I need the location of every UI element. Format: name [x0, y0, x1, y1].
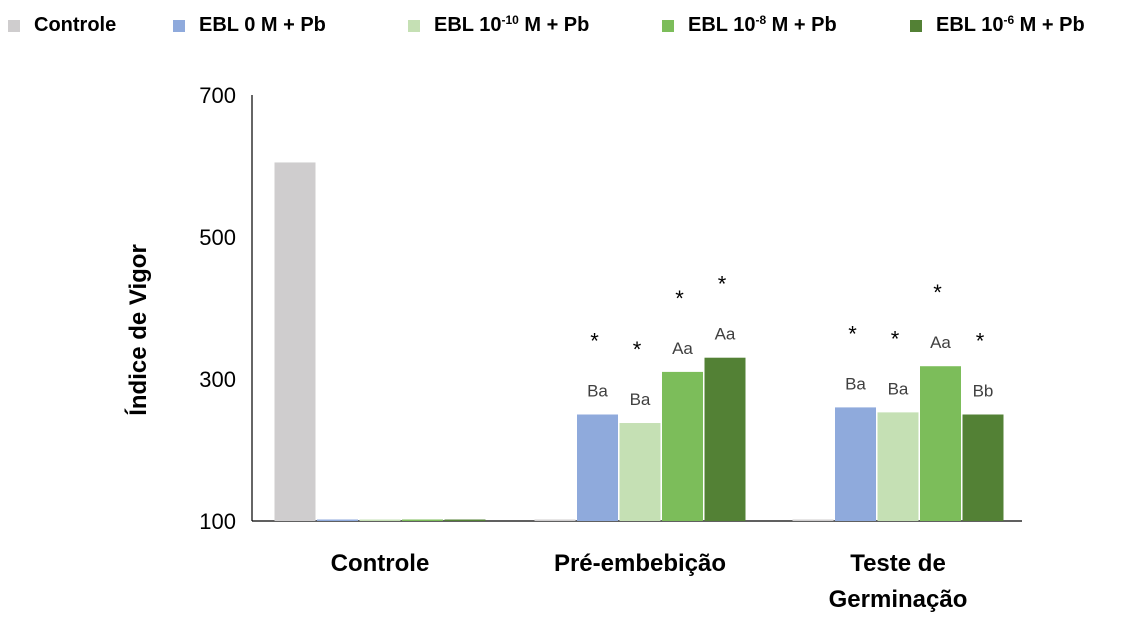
legend-label: Controle — [34, 14, 117, 36]
data-label: Bb — [973, 382, 994, 401]
legend-label: EBL 10-8 M + Pb — [688, 13, 837, 36]
chart-axes: 100 300 500 700 Controle Pré-embebição Teste d… — [199, 83, 1022, 613]
legend-item: EBL 10-8 M + Pb — [662, 13, 837, 37]
bar — [662, 371, 703, 521]
y-tick-label: 500 — [199, 225, 236, 250]
significance-star: * — [933, 280, 942, 305]
legend-swatch — [173, 19, 185, 32]
significance-star: * — [675, 286, 684, 311]
legend-label: EBL 10-6 M + Pb — [936, 13, 1085, 36]
significance-star: * — [718, 272, 727, 297]
legend-swatch — [408, 19, 420, 32]
bar-empty — [402, 519, 443, 521]
legend-item: EBL 0 M + Pb — [173, 14, 326, 37]
chart-legend: Controle EBL 0 M + Pb EBL 10-10 M + Pb EBL … — [0, 8, 1131, 44]
bar — [704, 357, 746, 521]
data-label: Aa — [930, 333, 951, 352]
bar-group — [274, 162, 1004, 521]
bar-empty — [792, 519, 834, 521]
data-label: Ba — [845, 374, 866, 393]
legend-swatch — [910, 19, 922, 32]
data-label: Aa — [672, 339, 693, 358]
data-label: Aa — [715, 325, 736, 344]
data-label: Ba — [888, 379, 909, 398]
significance-star: * — [976, 329, 985, 354]
y-axis-label: Índice de Vigor — [124, 244, 152, 416]
bar-empty — [317, 519, 358, 521]
bar — [962, 414, 1004, 521]
bar — [920, 366, 961, 521]
significance-star: * — [848, 321, 857, 346]
legend-label: EBL 0 M + Pb — [199, 14, 326, 36]
significance-star: * — [633, 337, 642, 362]
legend-item: EBL 10-10 M + Pb — [408, 13, 590, 37]
legend-item: EBL 10-6 M + Pb — [910, 13, 1085, 37]
significance-star: * — [891, 326, 900, 351]
bar — [619, 423, 661, 521]
bar-empty — [444, 519, 486, 521]
x-tick-label: Pré-embebição — [554, 550, 726, 577]
legend-swatch — [8, 19, 20, 32]
data-label: Ba — [630, 390, 651, 409]
annotation-group: Ba * Ba * Ba * Ba * Aa * Aa * Aa * Bb * — [587, 272, 993, 409]
legend-item: Controle — [8, 14, 116, 37]
bar-empty — [359, 519, 401, 521]
bar — [274, 162, 316, 521]
bar-empty — [534, 519, 576, 521]
data-label: Ba — [587, 382, 608, 401]
y-tick-label: 300 — [199, 367, 236, 392]
bar — [835, 407, 876, 521]
x-tick-label: Controle — [331, 550, 430, 577]
bar — [877, 412, 919, 521]
legend-label: EBL 10-10 M + Pb — [434, 13, 590, 36]
y-tick-label: 700 — [199, 83, 236, 108]
y-tick-label: 100 — [199, 509, 236, 534]
x-tick-label: Teste de — [850, 550, 946, 577]
bar — [577, 414, 618, 521]
legend-swatch — [662, 19, 674, 32]
x-tick-label: Germinação — [829, 586, 968, 613]
significance-star: * — [590, 329, 599, 354]
